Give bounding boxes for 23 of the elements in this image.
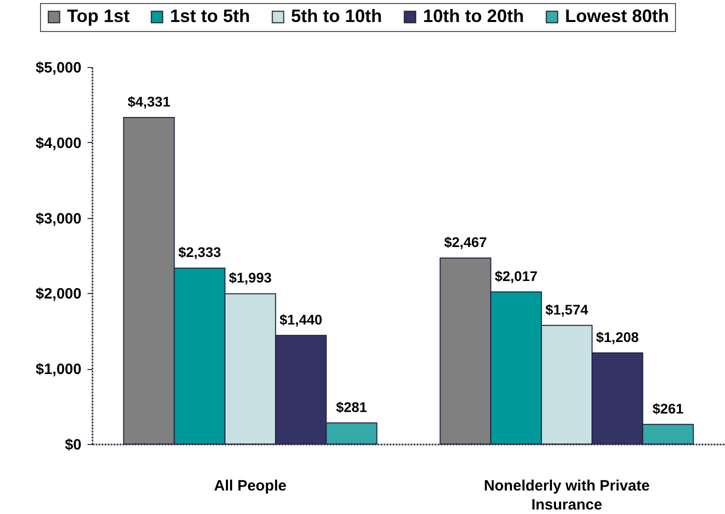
legend-label: Lowest 80th <box>565 6 670 26</box>
legend-label: 1st to 5th <box>170 6 250 26</box>
legend-label: 10th to 20th <box>423 6 524 26</box>
y-tick-label: $2,000 <box>36 286 82 303</box>
y-tick-label: $0 <box>64 436 82 454</box>
legend-label: 5th to 10th <box>291 6 382 26</box>
data-label: $1,440 <box>279 311 323 328</box>
data-label: $281 <box>336 398 368 415</box>
data-label: $261 <box>652 400 684 416</box>
y-tick-label: $4,000 <box>36 134 82 152</box>
data-label: $2,467 <box>444 234 488 250</box>
data-label: $1,993 <box>228 270 272 286</box>
y-tick-label: $3,000 <box>36 210 82 228</box>
data-label: $1,208 <box>596 328 640 345</box>
y-tick-label: $5,000 <box>36 60 82 76</box>
legend-label: Top 1st <box>67 6 130 26</box>
data-label: $4,331 <box>128 93 171 110</box>
data-label: $1,574 <box>545 301 588 318</box>
x-tick-label: All People <box>214 478 287 494</box>
data-label: $2,017 <box>494 268 538 284</box>
data-label: $2,333 <box>178 244 222 260</box>
y-tick-label: $1,000 <box>36 361 82 378</box>
x-tick-label: Nonelderly with Private Insurance <box>484 478 650 514</box>
